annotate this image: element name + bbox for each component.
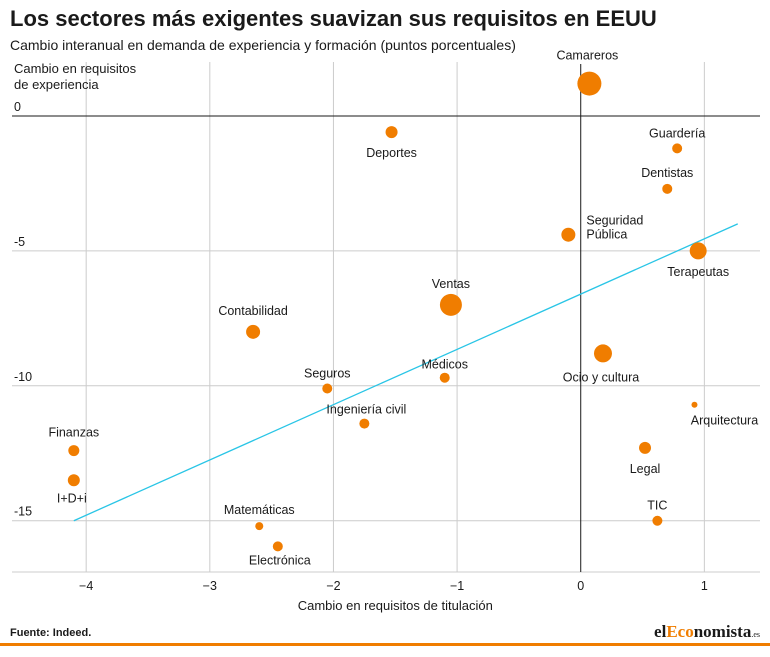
x-tick-label: 0 [577,579,584,593]
data-point [691,401,698,408]
point-label: TIC [647,499,667,513]
point-label: Terapeutas [667,265,729,279]
data-point [385,126,398,139]
data-point [662,183,673,194]
point-label: Electrónica [249,553,311,567]
data-point [246,324,261,339]
y-tick-label: -5 [14,235,25,249]
data-point [255,522,264,531]
data-point [272,541,283,552]
data-point [672,143,683,154]
chart-title: Los sectores más exigentes suavizan sus … [10,6,657,31]
y-tick-label: -15 [14,505,32,519]
x-tick-label: −3 [203,579,217,593]
y-tick-label: 0 [14,100,21,114]
point-label: Camareros [556,49,618,63]
data-point [593,344,612,363]
y-axis-label: de experiencia [14,77,99,92]
x-tick-label: −1 [450,579,464,593]
data-point [68,445,80,457]
data-point [689,242,707,260]
y-axis-label: Cambio en requisitos [14,61,137,76]
data-point [322,383,333,394]
point-label: Guardería [649,126,705,140]
point-label: Arquitectura [691,414,758,428]
chart-subtitle: Cambio interanual en demanda de experien… [10,37,516,53]
x-tick-label: −2 [326,579,340,593]
point-label: I+D+i [57,491,87,505]
x-tick-label: −4 [79,579,93,593]
point-label: Ventas [432,277,470,291]
y-tick-label: -10 [14,370,32,384]
x-tick-label: 1 [701,579,708,593]
point-label: Contabilidad [218,304,288,318]
data-point [577,71,602,96]
brand-logo: elEconomista.es [654,622,760,641]
point-label: Legal [630,462,661,476]
source-note: Fuente: Indeed. [10,627,92,639]
data-point [67,474,80,487]
point-label: Seguridad [586,214,643,228]
point-label: Seguros [304,367,351,381]
trend-line [73,223,739,522]
point-label: Ingeniería civil [326,403,406,417]
data-point [561,227,576,242]
data-point [359,418,370,429]
data-point [439,372,450,383]
point-label: Deportes [366,146,417,160]
point-label: Ocio y cultura [563,370,639,384]
point-label: Pública [586,228,627,242]
point-label: Matemáticas [224,503,295,517]
scatter-plot: −4 −3 −2 −1 0 1 0 -5 -10 -15 Cambio en requisitos … [12,49,760,613]
data-point [639,441,652,454]
x-axis-label: Cambio en requisitos de titulación [298,598,493,613]
data-point [652,515,663,526]
point-label: Médicos [421,358,468,372]
bottom-accent-bar [0,643,770,646]
point-label: Dentistas [641,166,693,180]
point-label: Finanzas [48,426,99,440]
data-point [439,293,462,316]
